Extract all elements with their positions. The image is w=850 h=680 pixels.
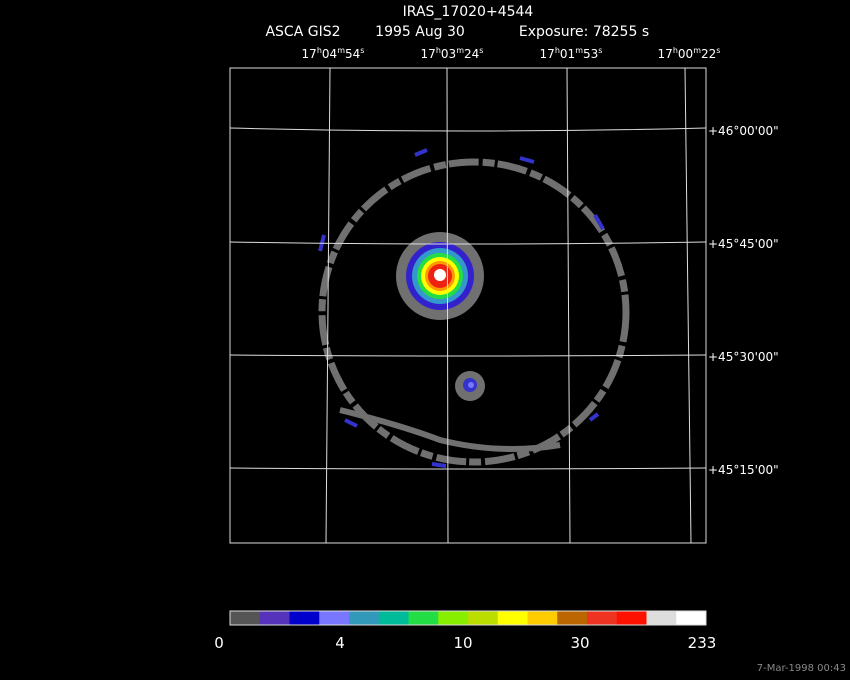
ra-unit: s [598, 46, 602, 55]
ra-value: 17 [302, 47, 317, 61]
ra-value: 24 [464, 47, 479, 61]
ra-label: 17h04m54s [302, 46, 365, 61]
ra-unit: m [575, 46, 583, 55]
axis-labels: 17h04m54s 17h03m24s 17h01m53s 17h00m22s+46°… [302, 46, 779, 477]
colorbar-swatch [378, 611, 409, 625]
ra-line [684, 67, 692, 544]
colorbar-swatch [527, 611, 558, 625]
central-source [396, 232, 484, 320]
ra-line [446, 67, 449, 544]
title: IRAS_17020+4544 [403, 4, 534, 20]
colorbar-label: 4 [335, 634, 345, 652]
colorbar-swatch [646, 611, 677, 625]
ra-unit: m [693, 46, 701, 55]
colorbar-swatch [319, 611, 350, 625]
frame [229, 67, 707, 544]
dec-line [229, 467, 707, 470]
dec-label: +45°15'00" [708, 463, 779, 477]
ra-unit: h [436, 46, 441, 55]
colorbar-frame [229, 610, 707, 626]
dec-label: +45°45'00" [708, 237, 779, 251]
ra-value: 22 [701, 47, 716, 61]
exposure: Exposure: 78255 s [519, 24, 649, 40]
ra-label: 17h03m24s [421, 46, 484, 61]
ra-unit: m [337, 46, 345, 55]
colorbar-swatch [289, 611, 320, 625]
date: 1995 Aug 30 [375, 24, 465, 40]
timestamp: 7-Mar-1998 00:43 [757, 663, 846, 674]
colorbar-label: 233 [688, 634, 717, 652]
ra-value: 04 [322, 47, 337, 61]
ra-line [325, 67, 331, 544]
ra-value: 53 [583, 47, 598, 61]
ring-arc [339, 407, 561, 452]
ra-line [566, 67, 571, 544]
ra-value: 54 [345, 47, 360, 61]
colorbar-swatch [408, 611, 439, 625]
dec-line [229, 127, 707, 132]
colorbar-swatch [497, 611, 528, 625]
ra-value: 01 [560, 47, 575, 61]
ra-value: 17 [421, 47, 436, 61]
colorbar-swatch [557, 611, 588, 625]
colorbar-label: 10 [453, 634, 472, 652]
ra-label: 17h00m22s [658, 46, 721, 61]
ra-unit: h [555, 46, 560, 55]
ra-value: 00 [678, 47, 693, 61]
ra-unit: h [317, 46, 322, 55]
colorbar-swatch [259, 611, 290, 625]
colorbar-label: 30 [570, 634, 589, 652]
coordinate-grid [229, 67, 707, 544]
ra-unit: m [456, 46, 464, 55]
ra-unit: s [360, 46, 364, 55]
ra-value: 17 [658, 47, 673, 61]
dec-line [229, 354, 707, 357]
colorbar-swatch [676, 611, 707, 625]
dec-line [229, 241, 707, 245]
colorbar-swatch [468, 611, 499, 625]
ring [318, 158, 630, 466]
ra-label: 17h01m53s [540, 46, 603, 61]
colorbar-swatch [230, 611, 261, 625]
ra-unit: h [673, 46, 678, 55]
colorbar-label: 0 [214, 634, 224, 652]
colorbar-swatch [438, 611, 469, 625]
colorbar-swatch [587, 611, 618, 625]
secondary-source [455, 371, 485, 401]
colorbar: 0 4 10 30 233 [214, 610, 717, 652]
dec-label: +46°00'00" [708, 124, 779, 138]
colorbar-swatch [616, 611, 647, 625]
ra-unit: s [479, 46, 483, 55]
instrument: ASCA GIS2 [265, 24, 340, 40]
colorbar-swatch [349, 611, 380, 625]
ra-unit: s [716, 46, 720, 55]
ra-value: 17 [540, 47, 555, 61]
dec-label: +45°30'00" [708, 350, 779, 364]
ra-value: 03 [441, 47, 456, 61]
